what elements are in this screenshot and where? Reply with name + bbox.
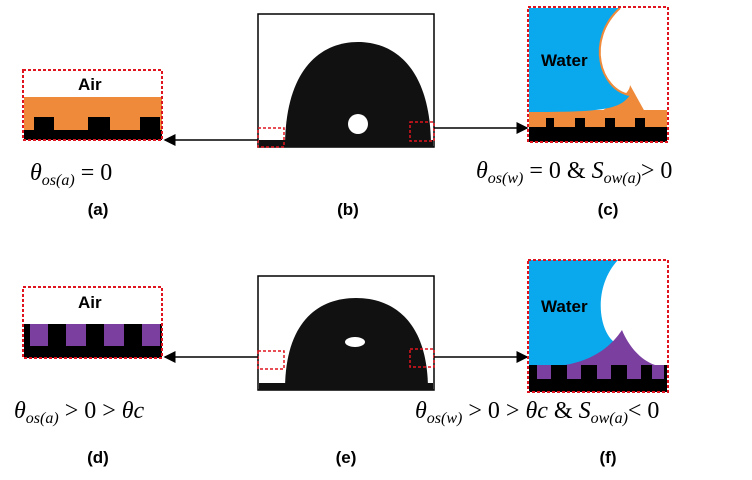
equation-part: ow(a) bbox=[604, 170, 641, 187]
equation: θos(w) > 0 > θc & Sow(a)< 0 bbox=[415, 398, 659, 427]
figure: Air θos(a) = 0 (a) (b) Water θos(w) = 0 … bbox=[0, 0, 752, 475]
equation-part: θc bbox=[122, 398, 145, 424]
equation-part: θ bbox=[14, 398, 26, 424]
medium-label: Air bbox=[78, 75, 102, 94]
equation-part: & bbox=[548, 398, 579, 424]
equation-part: = 0 bbox=[75, 160, 113, 186]
panel-b bbox=[165, 14, 527, 147]
panel-label: (a) bbox=[88, 200, 109, 219]
equation-part: θ bbox=[30, 160, 42, 186]
panel-f: Water bbox=[528, 260, 668, 392]
panel-label: (d) bbox=[87, 448, 109, 467]
panel-e bbox=[165, 276, 527, 390]
medium-label: Water bbox=[541, 51, 588, 70]
panel-label: (b) bbox=[337, 200, 359, 219]
equation: θos(w) = 0 & Sow(a)> 0 bbox=[476, 158, 672, 187]
equation-part: S bbox=[579, 398, 591, 424]
equation: θos(a) = 0 bbox=[30, 160, 112, 189]
equation-part: os(a) bbox=[42, 172, 75, 189]
panel-a: Air bbox=[23, 70, 162, 140]
equation-part: θ bbox=[476, 158, 488, 184]
equation-part: os(w) bbox=[488, 170, 524, 187]
equation-part: ow(a) bbox=[591, 410, 628, 427]
panel-label: (e) bbox=[336, 448, 357, 467]
equation-part: os(a) bbox=[26, 410, 59, 427]
equation-part: θc bbox=[525, 398, 548, 424]
panel-label: (f) bbox=[600, 448, 617, 467]
equation-part: = 0 & bbox=[523, 158, 591, 184]
panel-label: (c) bbox=[598, 200, 619, 219]
panel-d: Air bbox=[23, 287, 162, 358]
equation: θos(a) > 0 > θc bbox=[14, 398, 145, 427]
medium-label: Water bbox=[541, 297, 588, 316]
equation-part: os(w) bbox=[427, 410, 463, 427]
equation-part: > 0 > bbox=[462, 398, 525, 424]
equation-part: > 0 bbox=[641, 158, 673, 184]
equation-part: θ bbox=[415, 398, 427, 424]
panel-c: Water bbox=[528, 7, 668, 142]
equation-part: < 0 bbox=[628, 398, 660, 424]
equation-part: > 0 > bbox=[59, 398, 122, 424]
medium-label: Air bbox=[78, 293, 102, 312]
equation-part: S bbox=[592, 158, 604, 184]
